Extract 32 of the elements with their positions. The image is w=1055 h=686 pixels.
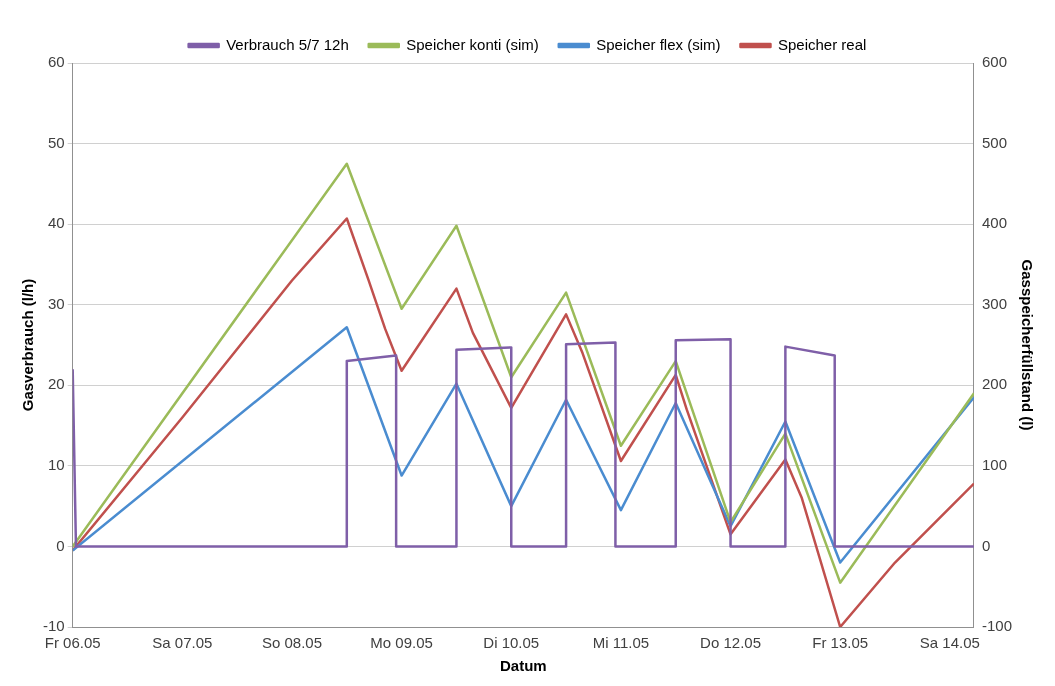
x-tick-label: Mo 09.05 [370, 634, 433, 652]
legend-label: Verbrauch 5/7 12h [226, 35, 349, 53]
y2-tick-label: 600 [981, 53, 1008, 71]
y2-tick-label: 400 [981, 214, 1008, 232]
y2-axis-title: Gasspeicherfüllstand (l) [1018, 259, 1036, 431]
x-tick-label: Do 12.05 [700, 634, 761, 652]
legend-label: Speicher konti (sim) [406, 35, 539, 53]
y2-tick-label: 300 [981, 294, 1008, 312]
x-tick-label: Sa 07.05 [152, 634, 213, 652]
y-tick-label: 20 [47, 375, 65, 393]
y-axis-title: Gasverbrauch (l/h) [19, 278, 37, 412]
legend-label: Speicher real [777, 35, 867, 53]
y-tick-label: 60 [47, 53, 65, 71]
y2-tick-label: 500 [981, 133, 1008, 151]
y-tick-label: 40 [47, 214, 65, 232]
y-tick-label: 10 [47, 456, 65, 473]
y-tick-label: 0 [56, 536, 65, 554]
y2-tick-label: 0 [981, 536, 991, 554]
y2-tick-label: 200 [981, 375, 1008, 393]
y-tick-label: 30 [47, 294, 65, 312]
y-tick-label: -10 [42, 617, 65, 635]
x-axis-title: Datum [499, 657, 547, 675]
y-tick-label: 50 [47, 133, 65, 151]
x-tick-label: Sa 14.05 [919, 634, 980, 652]
x-tick-label: Di 10.05 [483, 634, 540, 652]
x-tick-label: Mi 11.05 [592, 634, 650, 652]
legend-label: Speicher flex (sim) [596, 35, 721, 53]
x-tick-label: Fr 13.05 [812, 634, 869, 652]
y2-tick-label: 100 [981, 456, 1008, 473]
x-tick-label: Fr 06.05 [44, 634, 101, 652]
y2-tick-label: -100 [981, 617, 1013, 635]
x-tick-label: So 08.05 [261, 634, 322, 652]
